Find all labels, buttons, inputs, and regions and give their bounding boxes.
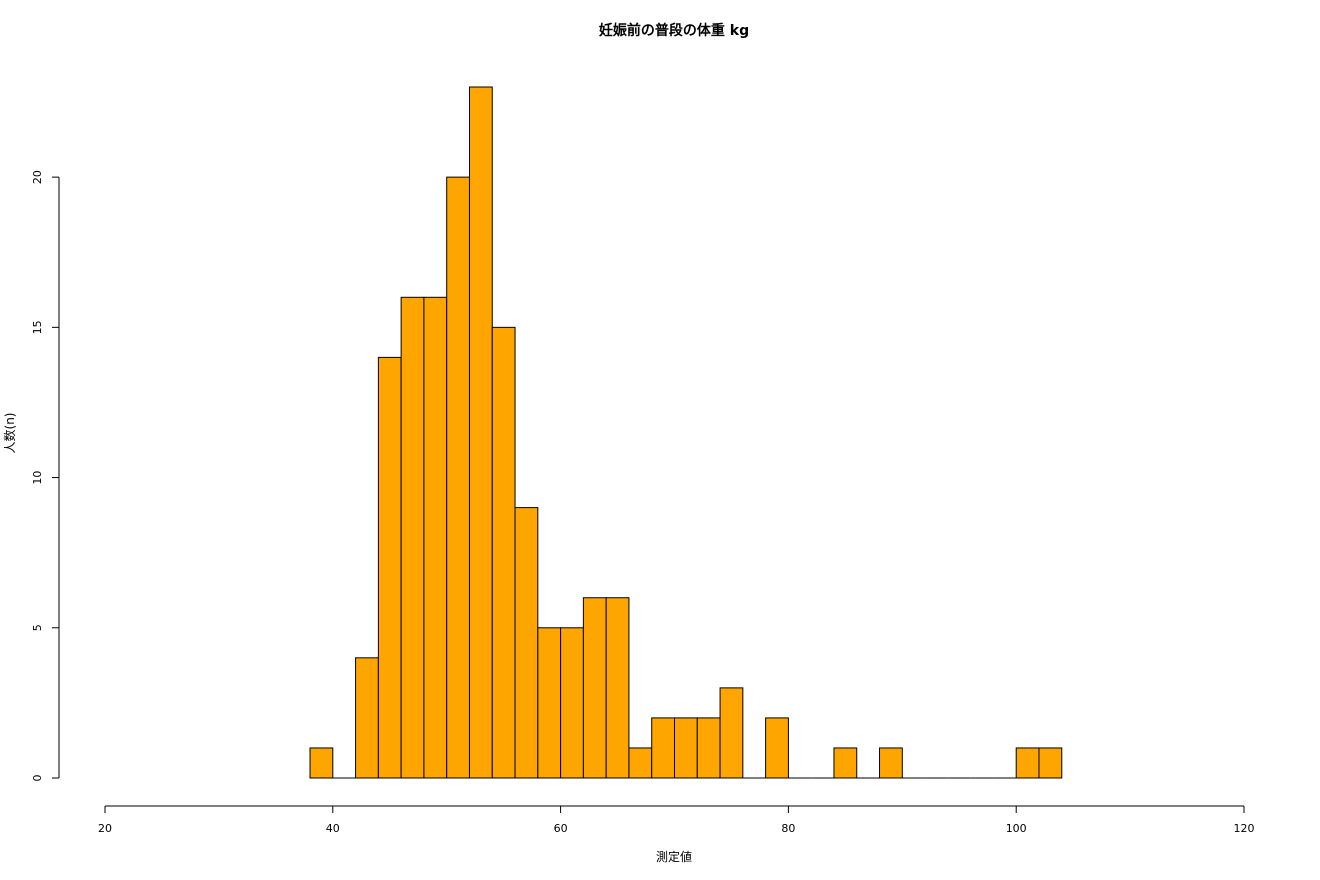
y-tick-label: 10 xyxy=(31,471,44,485)
histogram-bar xyxy=(400,296,425,779)
y-tick-label: 0 xyxy=(31,775,44,782)
x-tick-label: 20 xyxy=(98,822,112,835)
x-tick-label: 80 xyxy=(781,822,795,835)
histogram-bar xyxy=(1015,747,1040,779)
histogram-bar xyxy=(491,326,516,779)
histogram-bar xyxy=(446,176,470,779)
histogram-bar xyxy=(719,687,744,779)
histogram-bars xyxy=(309,86,1063,779)
histogram-bar xyxy=(628,747,653,779)
x-tick-label: 100 xyxy=(1006,822,1027,835)
y-tick-label: 15 xyxy=(31,320,44,334)
histogram-bar xyxy=(355,657,379,779)
histogram-bar xyxy=(833,747,858,779)
x-axis: 20 40 60 80 100 120 xyxy=(98,805,1255,835)
x-tick-label: 40 xyxy=(326,822,340,835)
x-axis-label: 測定値 xyxy=(656,849,692,864)
chart-title: 妊娠前の普段の体重 kg xyxy=(599,22,749,39)
histogram-bar xyxy=(1038,747,1063,779)
histogram-bar xyxy=(765,717,789,779)
histogram-bar xyxy=(696,717,721,779)
x-tick-label: 120 xyxy=(1234,822,1255,835)
histogram-bar xyxy=(309,747,334,779)
histogram-bar xyxy=(377,356,402,779)
histogram-bar xyxy=(651,717,675,779)
histogram-bar xyxy=(582,597,607,779)
histogram-bar xyxy=(468,86,493,779)
y-tick-label: 20 xyxy=(31,170,44,184)
histogram-bar xyxy=(879,747,903,779)
y-axis-label: 人数(n) xyxy=(2,413,17,454)
histogram-bar xyxy=(605,597,630,779)
histogram-bar xyxy=(674,717,698,779)
histogram-bar xyxy=(423,296,448,779)
x-tick-label: 60 xyxy=(554,822,568,835)
y-axis: 0 5 10 15 20 xyxy=(31,170,60,782)
histogram-bar xyxy=(537,627,562,779)
y-tick-label: 5 xyxy=(31,624,44,631)
histogram-bar xyxy=(514,507,539,779)
histogram-bar xyxy=(560,627,584,779)
